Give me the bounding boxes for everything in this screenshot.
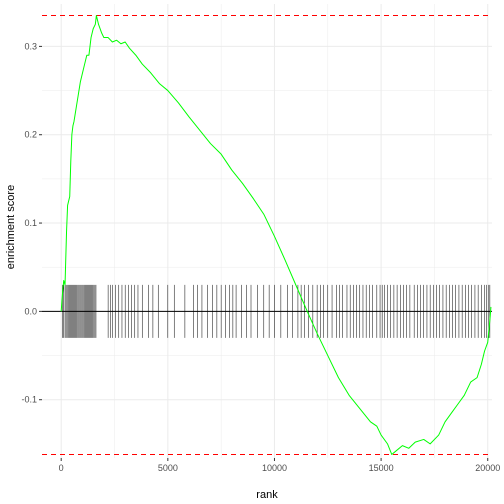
- x-tick-label: 15000: [369, 463, 394, 473]
- y-tick-label: 0.3: [24, 41, 37, 51]
- y-tick-label: -0.1: [21, 395, 37, 405]
- y-axis-title: enrichment score: [5, 185, 17, 269]
- threshold-lines: [42, 14, 492, 455]
- y-tick-label: 0.2: [24, 130, 37, 140]
- x-axis: 0 5000 10000 15000 20000: [59, 458, 500, 473]
- x-tick-label: 5000: [158, 463, 178, 473]
- x-axis-title: rank: [256, 489, 278, 501]
- running-score-line: [60, 14, 492, 455]
- x-tick-label: 0: [59, 463, 64, 473]
- y-tick-label: 0.1: [24, 218, 37, 228]
- y-axis: -0.1 0.0 0.1 0.2 0.3: [21, 41, 42, 405]
- x-tick-label: 10000: [262, 463, 287, 473]
- x-tick-label: 20000: [475, 463, 500, 473]
- grid-lines: [42, 4, 492, 458]
- running-score: [60, 14, 492, 455]
- y-tick-label: 0.0: [24, 306, 37, 316]
